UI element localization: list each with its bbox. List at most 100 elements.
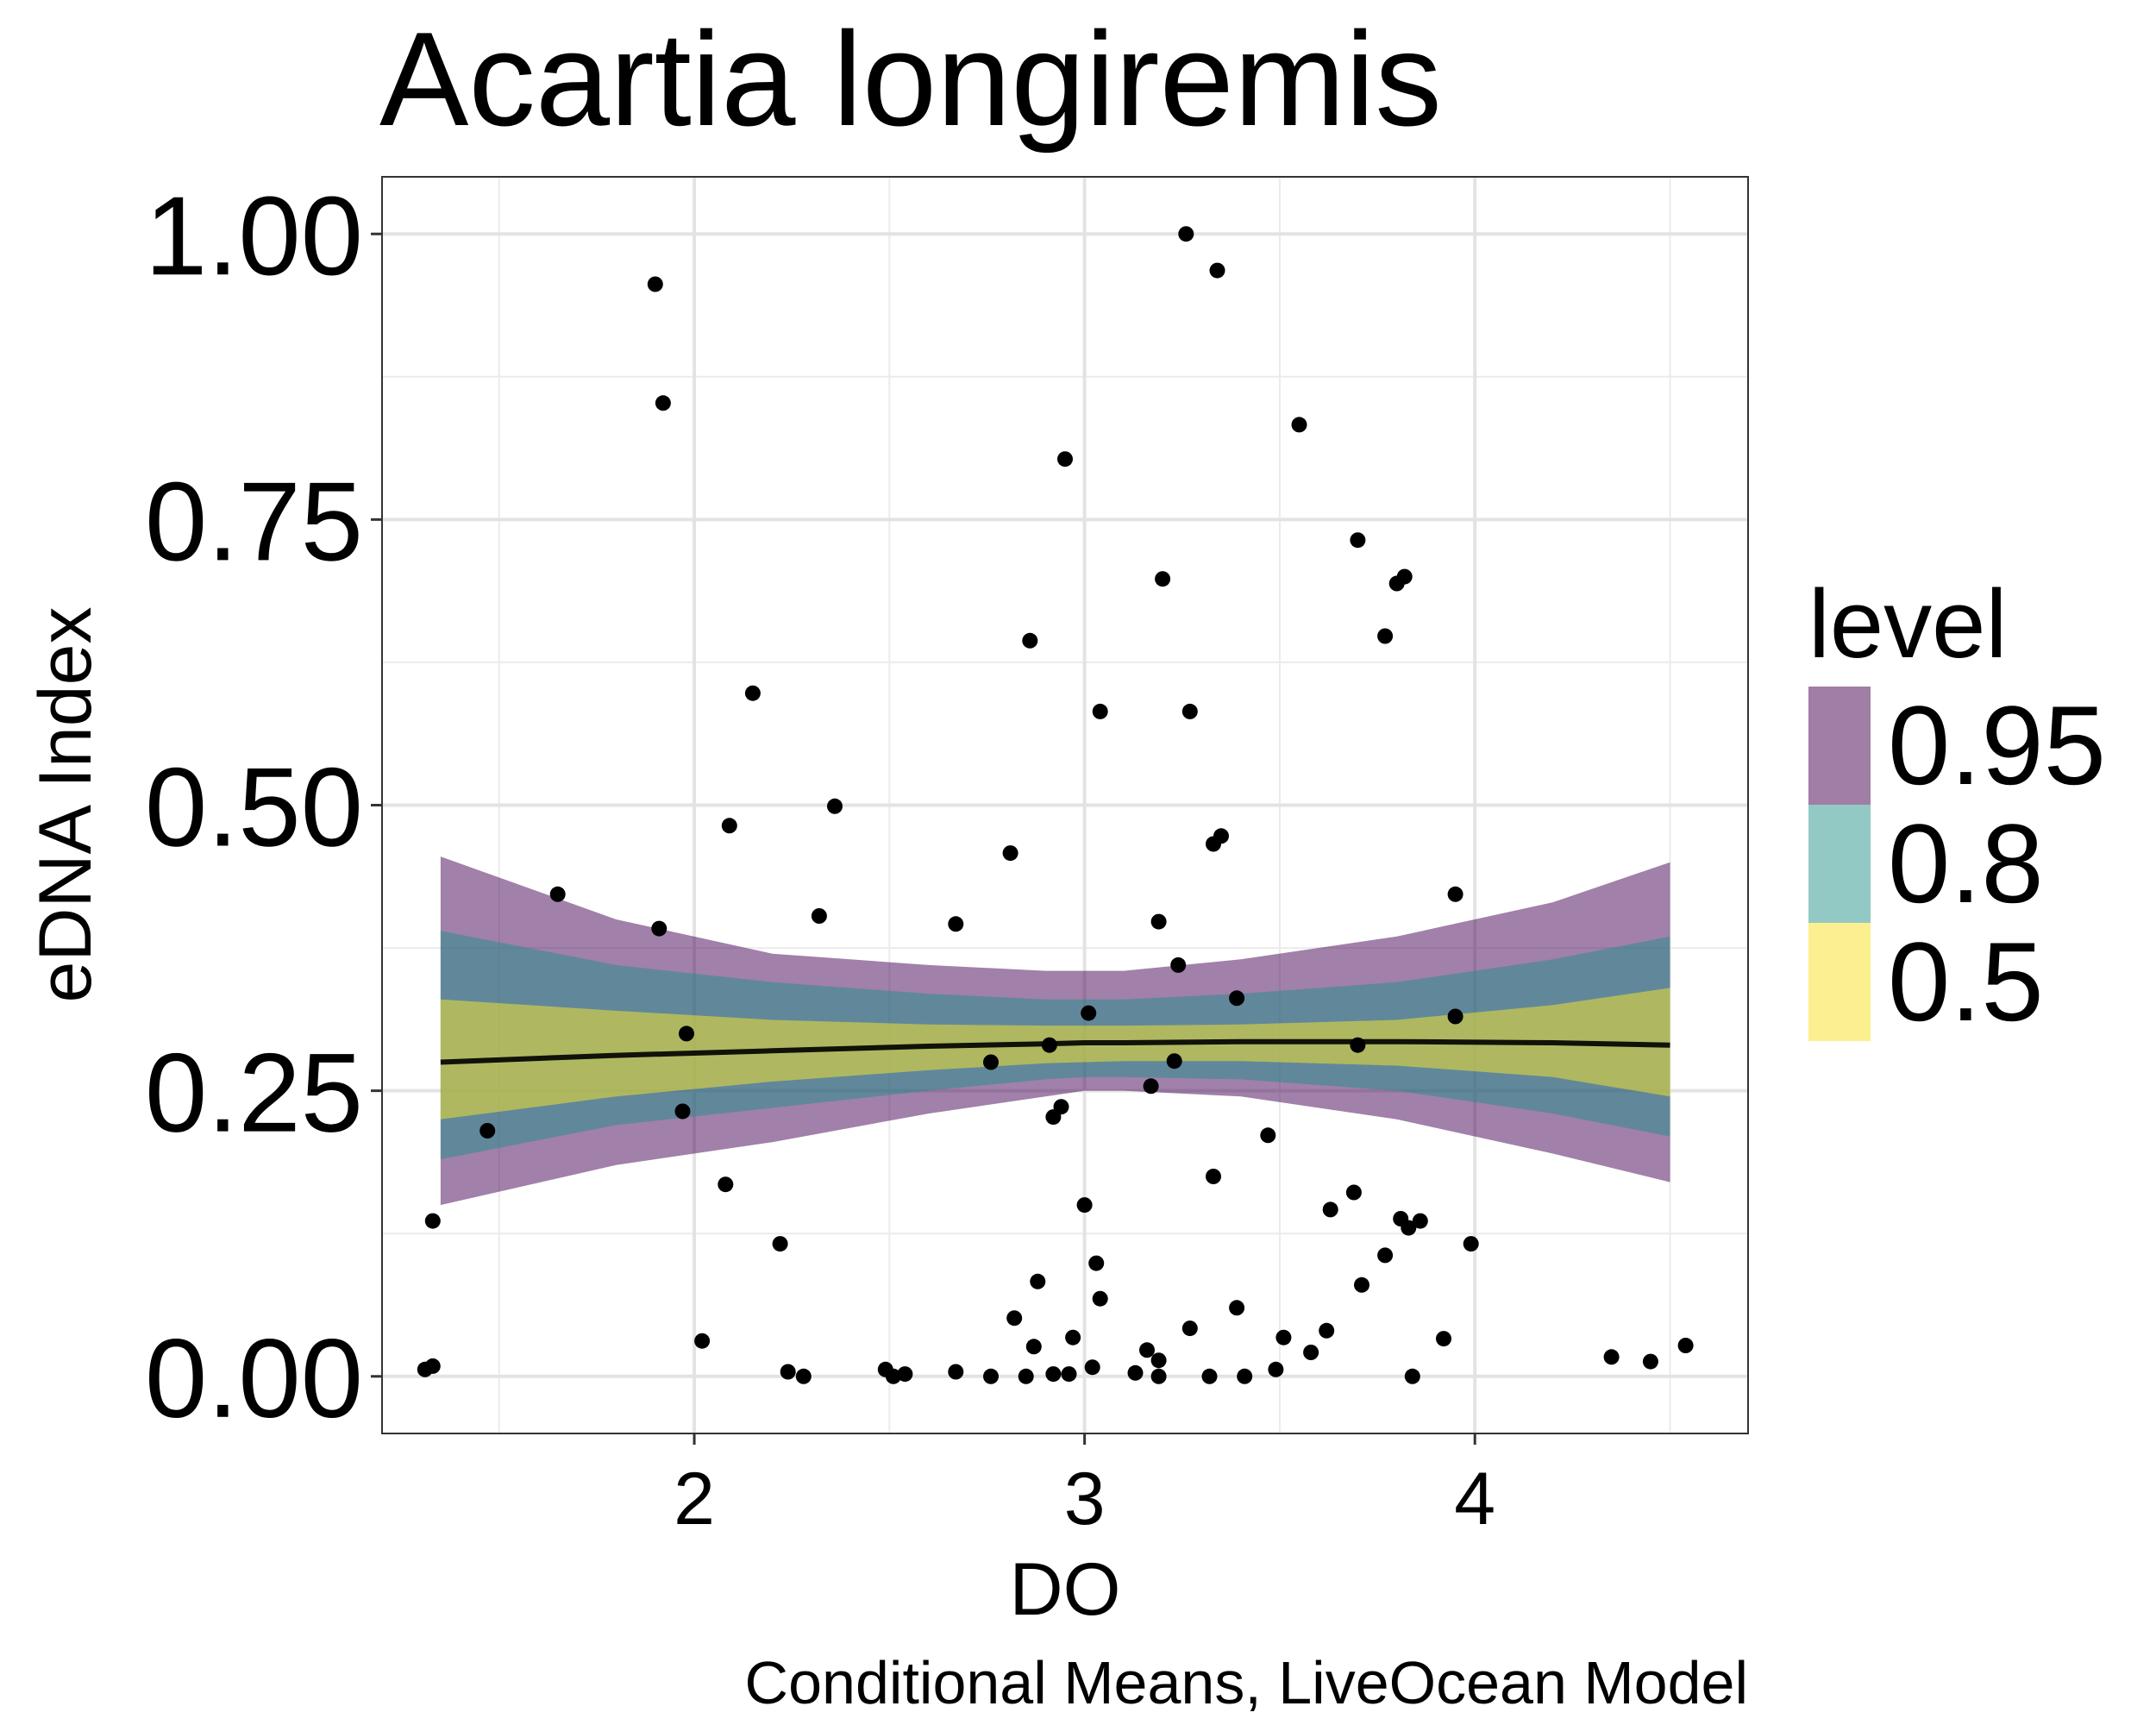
data-point: [1642, 1353, 1658, 1370]
data-point: [1677, 1338, 1694, 1353]
data-point: [1377, 1247, 1394, 1264]
data-point: [827, 798, 843, 814]
data-point: [1401, 1220, 1417, 1236]
data-point: [1006, 1310, 1023, 1327]
data-point: [1291, 417, 1307, 433]
data-point: [674, 1103, 691, 1120]
data-point: [1354, 1276, 1369, 1293]
data-point: [718, 1176, 734, 1193]
legend-key: [1808, 687, 1871, 805]
chart-title: Acartia longiremis: [379, 4, 1442, 154]
x-tick-label: 4: [1454, 1458, 1495, 1540]
data-point: [772, 1236, 788, 1252]
data-point: [1065, 1329, 1081, 1346]
data-point: [1350, 1037, 1366, 1053]
data-point: [1002, 845, 1018, 862]
data-point: [1377, 628, 1394, 644]
legend-label: 0.5: [1888, 919, 2044, 1044]
data-point: [1150, 1368, 1167, 1384]
x-tick-label: 3: [1064, 1458, 1106, 1540]
y-tick-label: 0.00: [145, 1315, 363, 1441]
data-point: [1061, 1366, 1077, 1383]
data-point: [1181, 1320, 1198, 1337]
mean-line: [440, 1038, 1670, 1065]
data-point: [1303, 1345, 1319, 1360]
y-axis-title: eDNA Index: [24, 607, 107, 1003]
y-tick-label: 0.75: [145, 458, 363, 584]
legend-key: [1808, 805, 1871, 923]
data-point: [1319, 1322, 1335, 1339]
data-point: [1404, 1368, 1420, 1384]
data-point: [1022, 632, 1038, 649]
data-point: [694, 1333, 711, 1349]
data-point: [1447, 1008, 1463, 1025]
data-point: [1045, 1109, 1062, 1126]
data-point: [811, 908, 827, 924]
data-point: [1018, 1368, 1034, 1384]
data-point: [424, 1358, 441, 1374]
data-point: [655, 395, 671, 411]
data-point: [1166, 1053, 1182, 1070]
legend-title: level: [1808, 570, 2007, 678]
data-point: [897, 1366, 913, 1383]
data-point: [1139, 1342, 1155, 1358]
data-point: [1447, 886, 1463, 902]
legend: level 0.950.80.5: [1808, 570, 2106, 1044]
data-point: [1229, 1300, 1245, 1316]
data-point: [1229, 990, 1245, 1007]
data-point: [1057, 451, 1073, 467]
data-point: [948, 916, 964, 932]
mean-line-layer: [440, 1038, 1670, 1065]
data-point: [1181, 703, 1198, 719]
data-point: [549, 886, 566, 902]
data-point: [1268, 1361, 1284, 1377]
y-tick-label: 0.50: [145, 744, 363, 870]
x-axis-title: DO: [1010, 1548, 1121, 1631]
data-point: [1396, 568, 1413, 585]
data-point: [1209, 262, 1225, 279]
data-point: [1025, 1339, 1042, 1355]
data-point: [1041, 1037, 1057, 1053]
legend-label: 0.95: [1888, 682, 2106, 808]
data-point: [1150, 913, 1167, 930]
data-point: [1143, 1078, 1159, 1095]
data-point: [1206, 1169, 1221, 1184]
data-point: [1081, 1005, 1097, 1021]
data-point: [1088, 1255, 1105, 1271]
data-point: [1237, 1368, 1253, 1384]
data-point: [1206, 836, 1221, 852]
data-point: [1260, 1127, 1276, 1144]
data-point: [1322, 1201, 1338, 1218]
x-tick-label: 2: [674, 1458, 715, 1540]
data-point: [1350, 532, 1366, 549]
data-point: [1170, 957, 1187, 973]
data-point: [1076, 1197, 1093, 1214]
data-point: [1463, 1236, 1479, 1252]
legend-key: [1808, 923, 1871, 1041]
data-point: [983, 1054, 999, 1070]
data-point: [1045, 1366, 1062, 1383]
data-point: [479, 1123, 496, 1138]
chart-caption: Conditional Means, LiveOcean Model: [745, 1649, 1748, 1716]
data-point: [1084, 1359, 1100, 1376]
data-point: [795, 1368, 812, 1384]
data-point: [424, 1213, 441, 1229]
data-point: [1092, 1290, 1108, 1307]
data-point: [744, 685, 761, 701]
data-point: [651, 920, 667, 937]
data-point: [1436, 1331, 1451, 1347]
data-point: [721, 818, 737, 834]
data-point: [1345, 1184, 1362, 1201]
data-point: [885, 1368, 901, 1384]
y-tick-label: 0.25: [145, 1030, 363, 1156]
axes: 0.00 0.25 0.50 0.75 1.00 2 3 4: [145, 172, 1495, 1540]
data-point: [1155, 571, 1171, 587]
data-point: [1275, 1329, 1292, 1346]
data-point: [1150, 1352, 1167, 1369]
data-point: [780, 1364, 796, 1380]
y-tick-label: 1.00: [145, 172, 363, 298]
data-point: [1412, 1213, 1428, 1229]
data-points: [417, 226, 1694, 1384]
data-point: [679, 1026, 694, 1042]
